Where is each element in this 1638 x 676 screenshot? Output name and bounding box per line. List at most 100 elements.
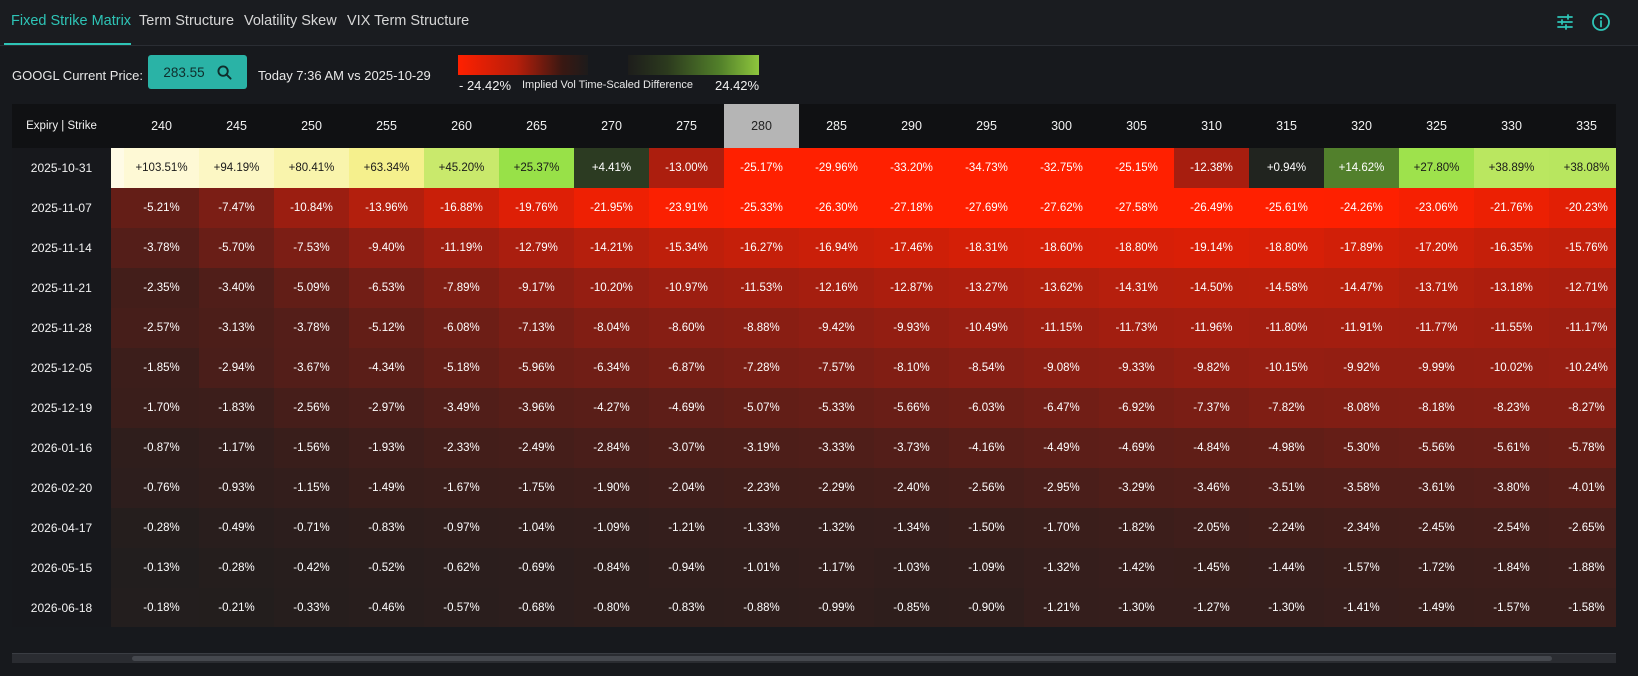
matrix-cell[interactable]: +4.41%	[574, 148, 649, 188]
matrix-cell[interactable]: -7.57%	[799, 348, 874, 388]
matrix-cell[interactable]: -4.49%	[1024, 428, 1099, 468]
matrix-cell[interactable]: -1.82%	[1099, 508, 1174, 548]
matrix-cell[interactable]: -20.23%	[1549, 188, 1616, 228]
matrix-cell[interactable]: -7.13%	[499, 308, 574, 348]
matrix-cell[interactable]: -27.69%	[949, 188, 1024, 228]
matrix-cell[interactable]: -0.99%	[799, 588, 874, 627]
matrix-cell[interactable]: -2.40%	[874, 468, 949, 508]
matrix-cell[interactable]: -1.04%	[499, 508, 574, 548]
matrix-cell[interactable]: -2.04%	[649, 468, 724, 508]
matrix-cell[interactable]: -4.84%	[1174, 428, 1249, 468]
matrix-cell[interactable]: -4.69%	[649, 388, 724, 428]
matrix-cell[interactable]: -29.96%	[799, 148, 874, 188]
matrix-cell[interactable]: -11.80%	[1249, 308, 1324, 348]
matrix-cell[interactable]: +38.08%	[1549, 148, 1616, 188]
matrix-cell[interactable]: -19.14%	[1174, 228, 1249, 268]
matrix-cell[interactable]: -2.65%	[1549, 508, 1616, 548]
matrix-cell[interactable]: -2.95%	[1024, 468, 1099, 508]
matrix-cell[interactable]: -0.52%	[349, 548, 424, 588]
matrix-cell[interactable]: -15.34%	[649, 228, 724, 268]
matrix-cell[interactable]: -1.84%	[1474, 548, 1549, 588]
matrix-cell[interactable]: -2.84%	[574, 428, 649, 468]
matrix-cell[interactable]: -5.30%	[1324, 428, 1399, 468]
matrix-cell[interactable]: -6.03%	[949, 388, 1024, 428]
matrix-cell[interactable]: -0.83%	[349, 508, 424, 548]
matrix-cell[interactable]: -3.19%	[724, 428, 799, 468]
matrix-cell[interactable]: -2.35%	[124, 268, 199, 308]
matrix-cell[interactable]: -0.93%	[199, 468, 274, 508]
matrix-cell[interactable]: -0.57%	[424, 588, 499, 627]
strike-header-300[interactable]: 300	[1051, 119, 1072, 133]
matrix-cell[interactable]: -7.37%	[1174, 388, 1249, 428]
matrix-cell[interactable]: -17.46%	[874, 228, 949, 268]
matrix-cell[interactable]: -2.33%	[424, 428, 499, 468]
matrix-cell[interactable]: -11.55%	[1474, 308, 1549, 348]
matrix-cell[interactable]: -7.82%	[1249, 388, 1324, 428]
matrix-cell[interactable]: +45.20%	[424, 148, 499, 188]
matrix-cell[interactable]: -13.27%	[949, 268, 1024, 308]
matrix-cell[interactable]: -33.20%	[874, 148, 949, 188]
sliders-icon[interactable]	[1555, 12, 1575, 32]
strike-header-255[interactable]: 255	[376, 119, 397, 133]
matrix-cell[interactable]: -4.98%	[1249, 428, 1324, 468]
matrix-cell[interactable]: -25.15%	[1099, 148, 1174, 188]
matrix-cell[interactable]: -14.50%	[1174, 268, 1249, 308]
matrix-cell[interactable]: -0.49%	[199, 508, 274, 548]
matrix-cell[interactable]: -1.03%	[874, 548, 949, 588]
matrix-cell[interactable]: -1.32%	[1024, 548, 1099, 588]
matrix-cell[interactable]: -7.47%	[199, 188, 274, 228]
matrix-cell[interactable]: -11.91%	[1324, 308, 1399, 348]
matrix-cell[interactable]: -13.18%	[1474, 268, 1549, 308]
tab-fixed-strike-matrix[interactable]: Fixed Strike Matrix	[11, 13, 132, 29]
matrix-cell[interactable]: -16.35%	[1474, 228, 1549, 268]
matrix-cell[interactable]: -1.85%	[124, 348, 199, 388]
tab-vix-term-structure[interactable]: VIX Term Structure	[347, 13, 470, 29]
matrix-cell[interactable]: -0.85%	[874, 588, 949, 627]
matrix-cell[interactable]: -27.62%	[1024, 188, 1099, 228]
strike-header-260[interactable]: 260	[451, 119, 472, 133]
matrix-cell[interactable]: -12.16%	[799, 268, 874, 308]
matrix-cell[interactable]: -2.56%	[274, 388, 349, 428]
matrix-cell[interactable]: -2.45%	[1399, 508, 1474, 548]
matrix-cell[interactable]: -8.08%	[1324, 388, 1399, 428]
matrix-cell[interactable]: -10.24%	[1549, 348, 1616, 388]
matrix-cell[interactable]: -18.60%	[1024, 228, 1099, 268]
matrix-cell[interactable]: -1.83%	[199, 388, 274, 428]
matrix-cell[interactable]: -1.70%	[124, 388, 199, 428]
matrix-cell[interactable]: -0.42%	[274, 548, 349, 588]
matrix-cell[interactable]: -25.17%	[724, 148, 799, 188]
strike-header-245[interactable]: 245	[226, 119, 247, 133]
matrix-cell[interactable]: -2.97%	[349, 388, 424, 428]
matrix-cell[interactable]: -16.88%	[424, 188, 499, 228]
strike-header-320[interactable]: 320	[1351, 119, 1372, 133]
matrix-cell[interactable]: -0.76%	[124, 468, 199, 508]
matrix-cell[interactable]: -8.27%	[1549, 388, 1616, 428]
matrix-cell[interactable]: -9.08%	[1024, 348, 1099, 388]
matrix-cell[interactable]: -26.49%	[1174, 188, 1249, 228]
matrix-cell[interactable]: -2.49%	[499, 428, 574, 468]
matrix-cell[interactable]: -2.56%	[949, 468, 1024, 508]
matrix-cell[interactable]: -2.94%	[199, 348, 274, 388]
matrix-cell[interactable]: -0.28%	[124, 508, 199, 548]
matrix-cell[interactable]: -4.34%	[349, 348, 424, 388]
matrix-cell[interactable]: +14.62%	[1324, 148, 1399, 188]
matrix-cell[interactable]: -0.87%	[124, 428, 199, 468]
matrix-cell[interactable]: -13.96%	[349, 188, 424, 228]
matrix-cell[interactable]: +27.80%	[1399, 148, 1474, 188]
matrix-cell[interactable]: -1.57%	[1474, 588, 1549, 627]
matrix-cell[interactable]: -1.27%	[1174, 588, 1249, 627]
matrix-cell[interactable]: -1.09%	[574, 508, 649, 548]
matrix-cell[interactable]: -0.80%	[574, 588, 649, 627]
matrix-cell[interactable]: -3.73%	[874, 428, 949, 468]
strike-header-305[interactable]: 305	[1126, 119, 1147, 133]
matrix-cell[interactable]: -13.62%	[1024, 268, 1099, 308]
matrix-cell[interactable]: -25.33%	[724, 188, 799, 228]
matrix-cell[interactable]: -2.29%	[799, 468, 874, 508]
matrix-cell[interactable]: -11.15%	[1024, 308, 1099, 348]
matrix-cell[interactable]: -5.61%	[1474, 428, 1549, 468]
matrix-cell[interactable]: -14.21%	[574, 228, 649, 268]
matrix-cell[interactable]: -4.69%	[1099, 428, 1174, 468]
matrix-cell[interactable]: -18.80%	[1249, 228, 1324, 268]
matrix-cell[interactable]: -1.49%	[349, 468, 424, 508]
matrix-cell[interactable]: -0.71%	[274, 508, 349, 548]
